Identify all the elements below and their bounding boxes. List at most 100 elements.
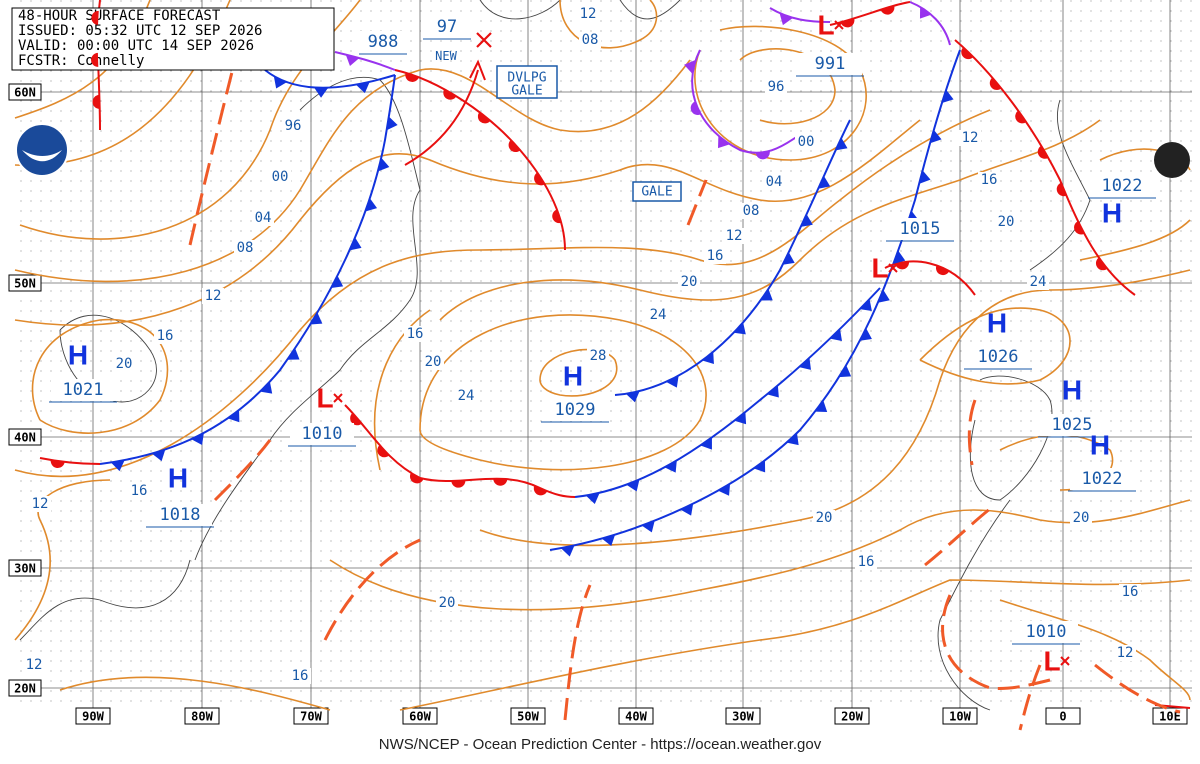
front-pip [552, 209, 562, 224]
high-center: H [1062, 374, 1082, 405]
front-pip [1015, 110, 1027, 124]
isobar-label: 28 [590, 348, 607, 364]
isobar-label-bg [289, 668, 311, 684]
front-pip [919, 170, 931, 184]
isobar-label-bg [647, 307, 669, 323]
longitude-label: 50W [517, 710, 539, 724]
isobar-label: 12 [726, 228, 743, 244]
front-pip [287, 348, 300, 360]
isobar-label-bg [269, 169, 291, 185]
front-pip [443, 89, 457, 100]
pressure-bg [1014, 621, 1078, 643]
isobar-label: 24 [1030, 274, 1047, 290]
isobar-label-bg [723, 228, 745, 244]
isobar-label: 96 [768, 79, 785, 95]
header-line: 48-HOUR SURFACE FORECAST [18, 8, 221, 24]
longitude-box [942, 707, 978, 725]
isobar-label-bg [128, 483, 150, 499]
front-pip [641, 520, 655, 533]
latitude-box [8, 274, 42, 292]
longitude-label: 80W [191, 710, 213, 724]
pressure-bg [148, 504, 212, 526]
front-pip [835, 137, 848, 151]
front-pip [365, 198, 378, 212]
front-pip [755, 151, 770, 160]
high-center: H [68, 339, 88, 370]
isobar-label: 16 [858, 554, 875, 570]
longitude-box [293, 707, 329, 725]
front-pip [680, 503, 694, 516]
latitude-box [8, 559, 42, 577]
isobar-label: 04 [255, 210, 272, 226]
front-pip [733, 322, 746, 335]
pressure-bg [421, 16, 473, 38]
isobar-label: 16 [981, 172, 998, 188]
high-center: H [1102, 197, 1122, 228]
isobar-label-bg [1070, 510, 1092, 526]
front-pip [717, 483, 731, 496]
longitude-label: 90W [82, 710, 104, 724]
front-pip [814, 400, 828, 412]
front-pip [829, 328, 842, 341]
front-pip [666, 375, 679, 388]
front-pip [782, 252, 795, 265]
front-pip [840, 18, 855, 28]
longitude-box [834, 707, 870, 725]
annotation-new: NEW [435, 49, 457, 63]
pressure-bg [888, 218, 952, 240]
front-pip [92, 94, 100, 109]
front-pip [260, 381, 273, 394]
front-pip [818, 175, 831, 189]
front-pip [799, 357, 811, 370]
isobar-label-bg [740, 203, 762, 219]
longitude-label: 10W [949, 710, 971, 724]
pressure-label: 1021 [63, 380, 104, 400]
isobar-label: 24 [650, 307, 667, 323]
pressure-bg [1070, 468, 1134, 490]
pressure-bg [1090, 175, 1154, 197]
front-pip [702, 351, 714, 365]
pressure-label: 1015 [900, 219, 941, 239]
front-pip [410, 473, 424, 484]
isobar-label: 20 [998, 214, 1015, 230]
troughs [188, 59, 1181, 731]
isobar-label: 12 [205, 288, 222, 304]
longitude-box [510, 707, 546, 725]
isobar-label: 24 [458, 388, 475, 404]
isobar-label-bg [995, 214, 1017, 230]
isobar-label: 16 [707, 248, 724, 264]
front-pip [310, 312, 323, 325]
front-pip [859, 328, 872, 341]
front-pip [350, 412, 362, 426]
isobar-label: 20 [439, 595, 456, 611]
isobar-label-bg [282, 118, 304, 134]
isobar-label-bg [436, 595, 458, 611]
front-pip [451, 480, 466, 488]
front-pip [690, 101, 701, 115]
annotation-gale: GALE [511, 84, 542, 99]
isobar-label-bg [202, 288, 224, 304]
isobar-label-bg [154, 328, 176, 344]
isobar-label-bg [795, 134, 817, 150]
latitude-box [8, 428, 42, 446]
annotation-gale: DVLPG [507, 71, 546, 86]
front-pip [734, 412, 747, 425]
longitude-box [725, 707, 761, 725]
header-line: FCSTR: Connelly [18, 53, 144, 69]
isobar-label-bg [959, 130, 981, 146]
isobar-label: 16 [292, 668, 309, 684]
front-pip [377, 157, 390, 172]
longitude-label: 20W [841, 710, 863, 724]
front-pip [779, 13, 793, 26]
isobar-label-bg [704, 248, 726, 264]
isobar-label-bg [1119, 584, 1141, 600]
front-pip [91, 10, 99, 25]
noaa-logo [15, 123, 1190, 178]
pressure-bg [798, 53, 862, 75]
low-x [333, 393, 343, 403]
latitude-box [8, 679, 42, 697]
front-pip [345, 54, 360, 66]
front-pip [91, 52, 99, 67]
front-pip [786, 433, 799, 446]
front-pip [314, 87, 329, 98]
